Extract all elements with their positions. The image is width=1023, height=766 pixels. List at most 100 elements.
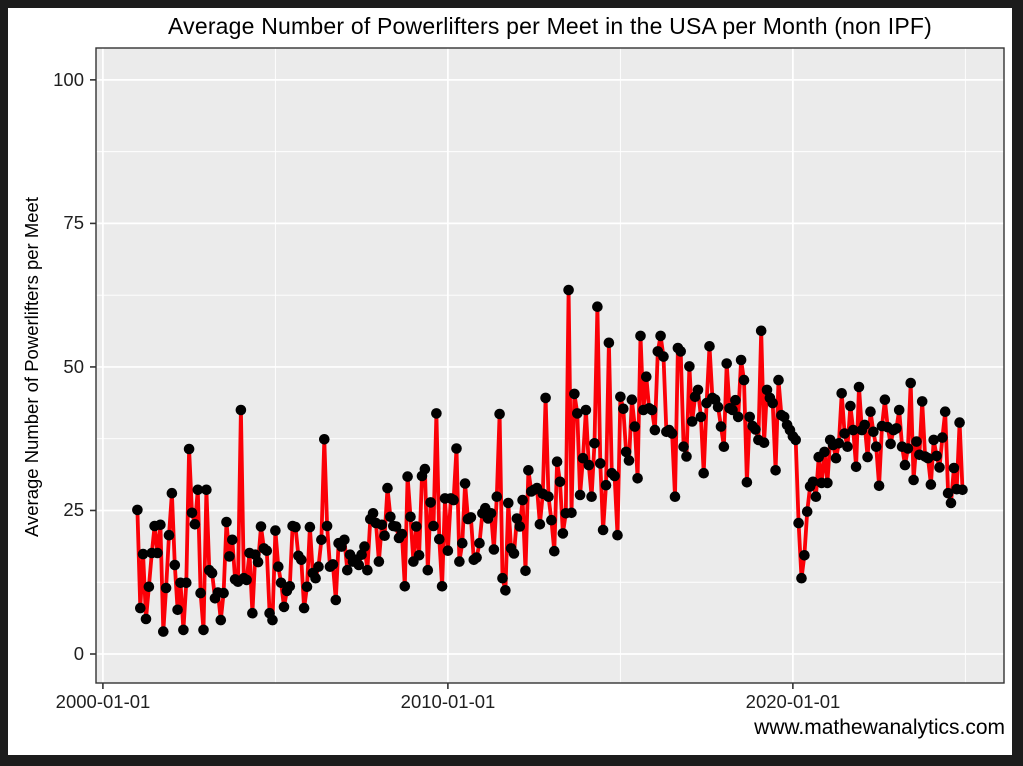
data-point — [646, 404, 658, 416]
data-point — [227, 534, 238, 546]
data-point — [428, 520, 439, 532]
data-point — [132, 504, 143, 516]
data-point — [273, 561, 284, 572]
data-point — [448, 494, 459, 506]
data-point — [583, 459, 595, 471]
data-point — [411, 521, 422, 532]
data-point — [362, 564, 373, 576]
data-point — [830, 452, 842, 464]
data-point — [925, 479, 937, 490]
data-point — [836, 388, 847, 399]
data-point — [718, 441, 730, 453]
data-point — [247, 607, 258, 619]
data-point — [267, 614, 278, 626]
data-point — [215, 614, 227, 626]
data-point — [686, 416, 698, 427]
y-tick-label: 25 — [63, 499, 84, 520]
plot-canvas: Average Number of Powerlifters per Meet … — [8, 8, 1012, 755]
data-point — [928, 434, 939, 446]
data-point — [390, 521, 402, 532]
data-point — [891, 423, 902, 434]
data-point — [434, 533, 445, 545]
data-point — [313, 561, 324, 572]
data-point — [615, 391, 626, 403]
data-point — [359, 541, 370, 552]
data-point — [342, 564, 353, 576]
data-point — [465, 512, 477, 523]
data-point — [189, 519, 201, 530]
data-point — [569, 388, 580, 400]
data-point — [744, 411, 755, 423]
data-point — [431, 408, 442, 419]
data-point — [822, 477, 833, 489]
data-point — [517, 494, 528, 506]
data-point — [503, 497, 514, 509]
data-point — [612, 529, 623, 541]
data-point — [255, 521, 267, 532]
data-point — [152, 547, 163, 559]
data-point — [442, 545, 454, 556]
chart-title: Average Number of Powerlifters per Meet … — [168, 13, 932, 39]
data-point — [755, 325, 767, 337]
data-point — [330, 594, 342, 606]
data-point — [580, 404, 592, 416]
data-point — [474, 537, 485, 549]
data-point — [339, 534, 350, 546]
data-point — [422, 564, 434, 576]
data-point — [385, 511, 396, 523]
data-point — [790, 434, 801, 446]
data-point — [902, 443, 914, 454]
data-point — [853, 381, 865, 393]
data-point — [166, 487, 178, 499]
data-point — [868, 426, 879, 438]
data-point — [954, 417, 965, 428]
data-point — [948, 462, 960, 474]
data-point — [523, 465, 534, 476]
data-point — [589, 438, 600, 449]
data-point — [241, 574, 252, 586]
data-point — [675, 346, 686, 357]
data-point — [252, 556, 264, 568]
data-point — [514, 521, 526, 532]
data-point — [586, 491, 597, 503]
data-point — [143, 581, 155, 593]
data-point — [893, 404, 905, 416]
y-tick-label: 100 — [53, 69, 84, 90]
data-point — [540, 392, 551, 404]
data-point — [632, 473, 643, 484]
data-point — [169, 559, 181, 571]
y-tick-label: 75 — [63, 212, 84, 233]
data-point — [290, 521, 301, 533]
data-point — [597, 524, 609, 536]
data-point — [399, 581, 411, 592]
data-point — [298, 602, 310, 614]
data-point — [413, 550, 425, 561]
data-point — [916, 396, 928, 407]
data-point — [419, 463, 431, 475]
chart-panel — [96, 48, 1004, 683]
data-point — [939, 406, 951, 418]
data-point — [192, 484, 204, 496]
data-point — [235, 404, 247, 416]
data-point — [770, 465, 781, 476]
data-point — [629, 421, 641, 432]
data-point — [497, 572, 508, 584]
data-point — [810, 491, 822, 503]
data-point — [819, 446, 830, 458]
data-point — [931, 450, 942, 462]
data-point — [261, 545, 273, 556]
data-point — [405, 511, 416, 523]
x-tick-label: 2010-01-01 — [400, 691, 496, 712]
data-point — [158, 626, 169, 637]
data-point — [396, 528, 408, 540]
data-point — [494, 408, 505, 420]
data-point — [304, 521, 316, 533]
data-point — [275, 577, 287, 589]
data-point — [732, 411, 744, 423]
data-point — [186, 507, 198, 519]
data-point — [695, 411, 707, 423]
data-point — [845, 400, 856, 412]
data-point — [681, 451, 692, 462]
data-point — [833, 438, 845, 449]
